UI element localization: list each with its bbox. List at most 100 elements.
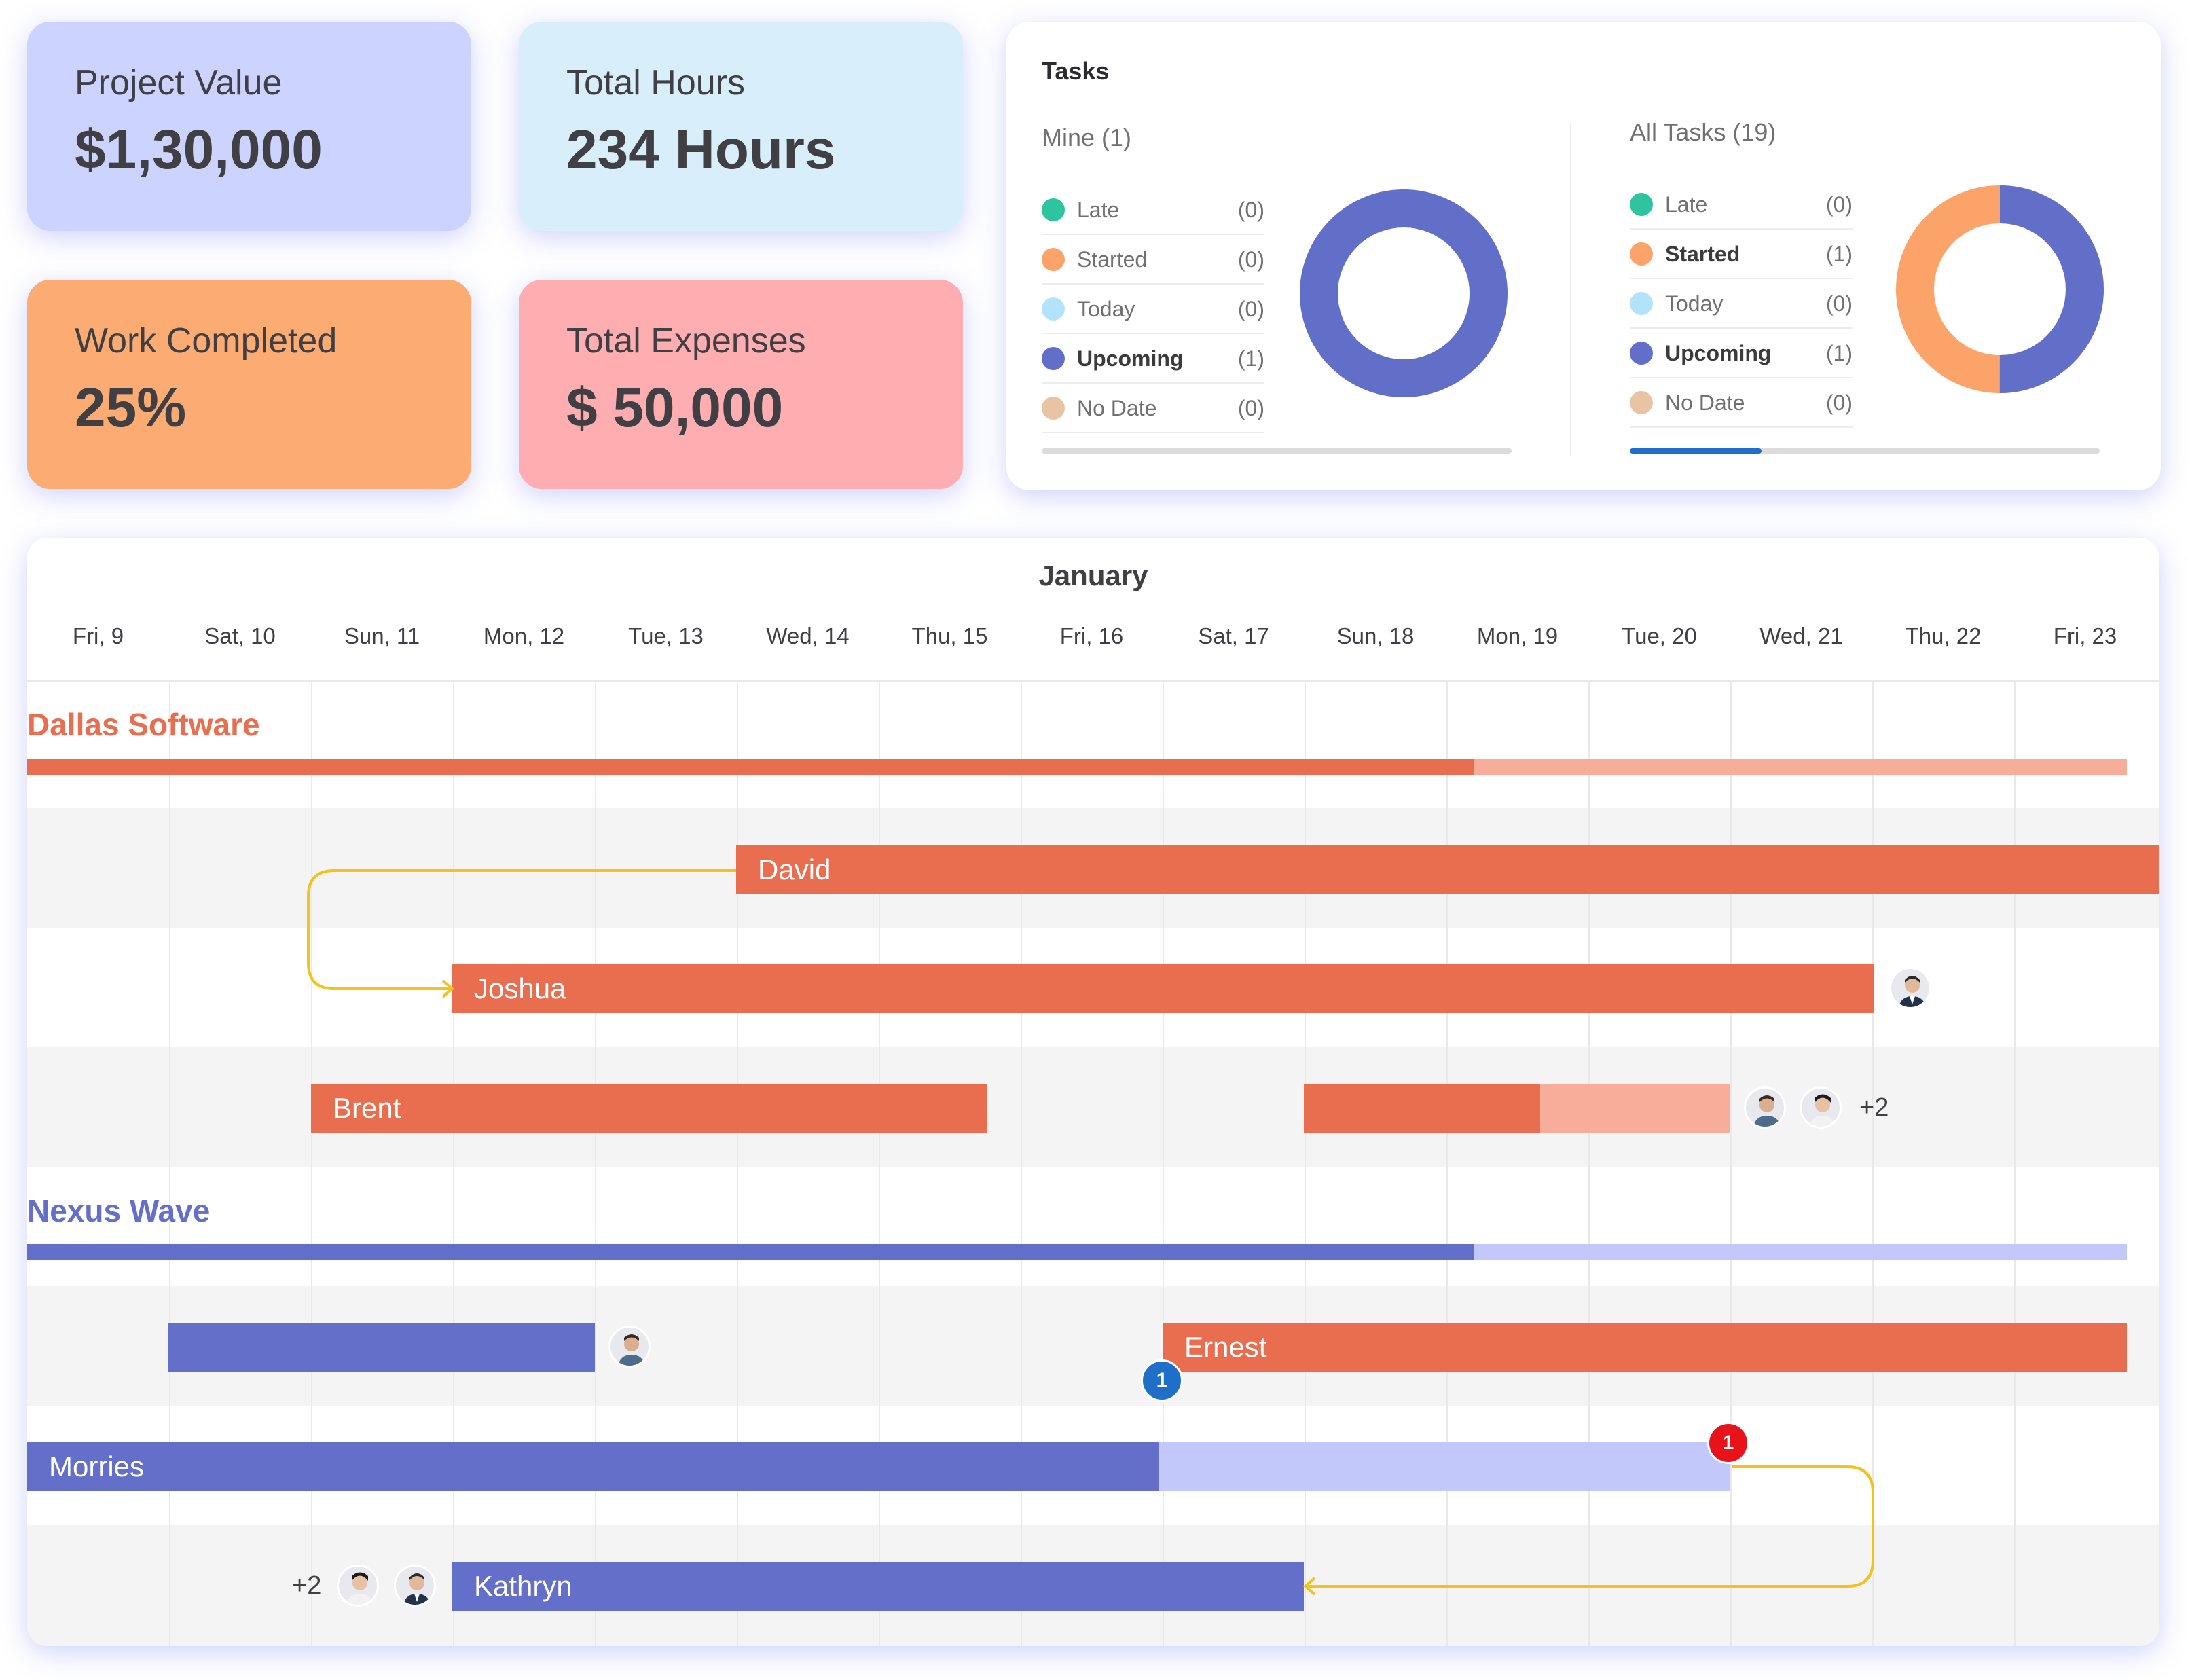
avatar-brent-1[interactable]	[1744, 1086, 1786, 1129]
bar-brent-segment[interactable]	[1304, 1084, 1540, 1133]
status-dot-icon	[1042, 397, 1065, 420]
day-gridline	[1163, 682, 1164, 1646]
task-row-label: Started	[1665, 241, 1740, 266]
project-value-amount: $1,30,000	[75, 119, 323, 181]
brent-extra-assignees[interactable]: +2	[1859, 1093, 1889, 1122]
alert-badge-morries[interactable]: 1	[1707, 1422, 1749, 1464]
day-label: Fri, 9	[72, 623, 124, 649]
bar-brent[interactable]: Brent	[311, 1084, 987, 1133]
task-row-label: Started	[1077, 246, 1148, 272]
avatar-brent-2[interactable]	[1800, 1086, 1842, 1129]
day-gridline	[595, 682, 596, 1646]
work-completed-card[interactable]: Work Completed 25%	[27, 280, 471, 489]
group-dallas-software[interactable]: Dallas Software	[27, 707, 260, 742]
day-label: Sat, 17	[1198, 623, 1269, 649]
bar-morries[interactable]: Morries	[27, 1442, 1159, 1491]
bar-brent-remaining	[1540, 1084, 1730, 1133]
task-row-label: Today	[1077, 296, 1135, 321]
day-label: Wed, 21	[1759, 623, 1843, 649]
day-label: Sat, 10	[204, 623, 276, 649]
task-row-started[interactable]: Started (1)	[1630, 230, 1853, 279]
status-dot-icon	[1042, 198, 1065, 221]
person-icon	[1809, 1094, 1836, 1127]
task-row-upcoming[interactable]: Upcoming (1)	[1042, 335, 1264, 384]
total-expenses-amount: $ 50,000	[566, 377, 784, 439]
gantt-month: January	[1038, 560, 1148, 591]
bar-joshua[interactable]: Joshua	[452, 964, 1874, 1013]
nexus-summary-bar[interactable]	[27, 1244, 1474, 1260]
dallas-summary-bar[interactable]	[27, 759, 1474, 775]
total-hours-card[interactable]: Total Hours 234 Hours	[519, 22, 963, 231]
day-label: Fri, 16	[1059, 623, 1124, 649]
dependency-david-joshua	[307, 869, 736, 990]
project-value-card[interactable]: Project Value $1,30,000	[27, 22, 471, 231]
person-icon	[403, 1573, 431, 1605]
day-label: Wed, 14	[766, 623, 850, 649]
task-row-count: (0)	[1237, 395, 1264, 420]
dependency-lines	[307, 869, 1874, 1596]
task-row-count: (1)	[1237, 346, 1264, 371]
task-row-today[interactable]: Today (0)	[1630, 280, 1853, 329]
day-label: Tue, 20	[1622, 623, 1697, 649]
kathryn-extra-assignees[interactable]: +2	[292, 1571, 322, 1600]
day-gridline	[1588, 682, 1590, 1646]
comment-badge-ernest[interactable]: 1	[1141, 1359, 1183, 1402]
avatar-kathryn-2[interactable]	[394, 1565, 436, 1607]
person-icon	[1753, 1095, 1781, 1127]
all-tasks-title[interactable]: All Tasks (19)	[1630, 118, 1776, 146]
total-hours-label: Total Hours	[566, 63, 745, 103]
all-donut-chart	[1896, 185, 2104, 393]
dallas-summary-remaining	[1474, 759, 2127, 775]
task-row-no-date[interactable]: No Date (0)	[1630, 379, 1853, 428]
header-divider	[27, 680, 2159, 682]
group-nexus-wave[interactable]: Nexus Wave	[27, 1193, 211, 1228]
total-expenses-card[interactable]: Total Expenses $ 50,000	[519, 280, 963, 489]
task-row-today[interactable]: Today (0)	[1042, 285, 1264, 334]
tasks-divider	[1570, 124, 1571, 456]
day-gridline	[1872, 682, 1874, 1646]
tasks-card: Tasks Mine (1) Late (0) Started (0) Today (0)…	[1006, 22, 2161, 490]
bar-david[interactable]: David	[736, 845, 2159, 894]
day-gridline	[737, 682, 738, 1646]
day-gridline	[2014, 682, 2016, 1646]
day-gridline	[311, 682, 312, 1646]
task-row-no-date[interactable]: No Date (0)	[1042, 384, 1264, 433]
day-gridline	[1021, 682, 1022, 1646]
avatar-joshua[interactable]	[1889, 967, 1931, 1009]
day-label: Mon, 12	[483, 623, 565, 649]
nexus-summary-remaining	[1474, 1244, 2127, 1260]
avatar-kathryn-1[interactable]	[337, 1565, 379, 1607]
bar-ernest[interactable]: Ernest	[1163, 1323, 2127, 1372]
gantt-chart: January Fri, 9 Sat, 10 Sun, 11 Mon, 12 Tue, …	[27, 538, 2159, 1646]
day-gridline	[169, 682, 170, 1646]
task-row-label: Late	[1665, 191, 1708, 217]
task-row-started[interactable]: Started (0)	[1042, 236, 1264, 285]
work-completed-label: Work Completed	[75, 321, 338, 361]
day-gridline	[453, 682, 454, 1646]
task-row-count: (0)	[1825, 390, 1853, 415]
task-row-count: (0)	[1237, 296, 1264, 321]
task-row-label: No Date	[1665, 390, 1745, 415]
total-expenses-label: Total Expenses	[566, 321, 806, 361]
day-label: Thu, 15	[911, 623, 988, 649]
task-row-late[interactable]: Late (0)	[1630, 181, 1853, 230]
task-row-count: (0)	[1825, 291, 1853, 316]
mine-donut-chart	[1300, 189, 1508, 397]
task-row-count: (1)	[1825, 340, 1853, 365]
status-dot-icon	[1630, 292, 1653, 315]
bar-nexus-task[interactable]	[168, 1323, 595, 1372]
bar-kathryn[interactable]: Kathryn	[452, 1562, 1304, 1611]
task-row-upcoming[interactable]: Upcoming (1)	[1630, 329, 1853, 378]
person-icon	[618, 1334, 645, 1366]
task-row-late[interactable]: Late (0)	[1042, 186, 1264, 235]
mine-title[interactable]: Mine (1)	[1042, 124, 1132, 151]
day-gridline	[1446, 682, 1448, 1646]
task-row-label: Upcoming	[1665, 340, 1772, 365]
dependency-arrow-kathryn	[1302, 1577, 1316, 1596]
status-dot-icon	[1042, 347, 1065, 370]
day-gridline	[1730, 682, 1732, 1646]
day-label: Mon, 19	[1476, 623, 1558, 649]
avatar-nexus-task[interactable]	[608, 1326, 651, 1368]
project-value-label: Project Value	[75, 63, 282, 103]
person-icon	[346, 1572, 373, 1605]
